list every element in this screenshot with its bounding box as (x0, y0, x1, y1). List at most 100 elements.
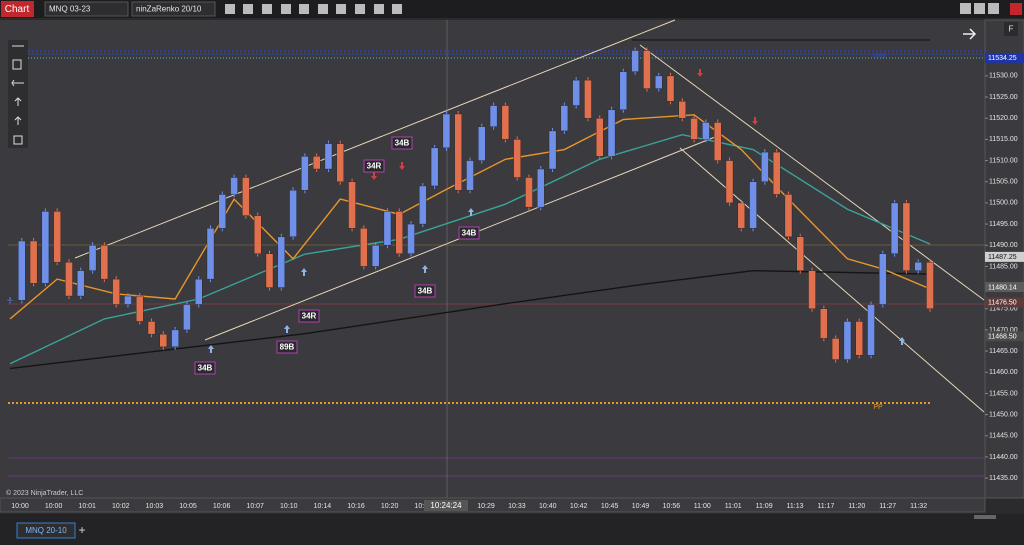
x-tick-label: 10:05 (179, 503, 197, 510)
candle-body (690, 118, 698, 140)
instrument-select[interactable] (44, 1, 129, 17)
icon[interactable] (262, 4, 272, 14)
plot-area (0, 20, 985, 498)
drawing-tools (8, 40, 28, 148)
x-tick-label: 10:20 (381, 503, 399, 510)
tool[interactable] (12, 59, 22, 70)
price-marker (985, 52, 1024, 63)
add-tab[interactable]: + (78, 523, 85, 537)
indicator-line (9, 134, 931, 365)
close-button[interactable] (1010, 3, 1022, 15)
window-button[interactable] (960, 3, 971, 14)
candle-body (890, 202, 899, 254)
up-arrow (422, 265, 428, 273)
candle-body (796, 236, 804, 271)
price-marker (985, 251, 1024, 262)
down-arrow (399, 162, 405, 170)
candle-body (324, 143, 333, 170)
icon[interactable] (318, 4, 328, 14)
x-tick-label: 10:33 (508, 503, 526, 510)
x-tick-label: 11:32 (910, 503, 927, 510)
candle-body (371, 245, 380, 267)
up-arrow (208, 345, 214, 353)
candle-body (218, 194, 227, 229)
x-tick-label: 11:00 (694, 503, 711, 510)
candle-body (419, 185, 427, 225)
candle-body (855, 321, 863, 356)
candle-body (867, 304, 875, 356)
candle-body (466, 160, 474, 191)
candle-body (171, 329, 179, 348)
candle-body (737, 202, 746, 229)
icon[interactable] (281, 4, 291, 14)
icon[interactable] (243, 4, 253, 14)
price-marker (985, 297, 1024, 308)
y-tick-label: 11490.00 (989, 242, 1018, 249)
candle-body (643, 50, 651, 89)
chart-tab[interactable] (1, 1, 34, 17)
icon[interactable] (374, 4, 384, 14)
up-arrow (468, 208, 474, 216)
candle-body (501, 105, 510, 140)
tool[interactable] (14, 116, 22, 125)
candle-body (183, 304, 191, 331)
candle-body (77, 270, 85, 297)
candle-body (666, 75, 675, 102)
icon[interactable] (225, 4, 235, 14)
candle-body (206, 228, 215, 280)
up-arrow (284, 325, 290, 333)
window-button[interactable] (988, 3, 999, 14)
icon[interactable] (355, 4, 365, 14)
candle-body (902, 202, 911, 271)
candle-body (513, 139, 521, 178)
scrollbar[interactable] (0, 514, 1024, 520)
y-tick-label: 11440.00 (989, 454, 1018, 461)
signal-arrows (208, 208, 905, 353)
candle-body (584, 79, 592, 119)
tab-label: MNQ 20-10 (25, 526, 67, 535)
tool[interactable] (11, 79, 24, 87)
y-tick-label: 11485.00 (989, 263, 1018, 270)
tool[interactable] (13, 135, 23, 145)
candle-body (478, 126, 486, 161)
scroll-thumb[interactable] (974, 515, 996, 519)
tool[interactable] (14, 97, 22, 106)
x-tick-label: 10:00 (45, 503, 63, 510)
candle-body (572, 79, 580, 106)
candle-body (454, 113, 462, 191)
icon[interactable] (392, 4, 402, 14)
bartype-select[interactable] (131, 1, 216, 17)
x-tick-label: 10:40 (539, 503, 557, 510)
icon[interactable] (299, 4, 309, 14)
candle-body (147, 321, 156, 335)
toolbar-icons (225, 3, 1022, 15)
candle-body (312, 156, 321, 170)
y-tick-label: 11520.00 (989, 115, 1018, 122)
window-button[interactable] (974, 3, 985, 14)
candle-body (194, 278, 203, 305)
candle-body (749, 181, 757, 229)
chart-tab[interactable] (16, 522, 76, 539)
chart-tab-label: Chart (5, 4, 30, 15)
panel-label: F (1009, 25, 1014, 34)
line-label: PP (873, 404, 883, 411)
channel-line (639, 44, 985, 301)
candle-body (265, 253, 274, 288)
down-arrow (371, 172, 377, 180)
icon[interactable] (336, 4, 346, 14)
scroll-arrow[interactable] (963, 28, 977, 40)
candle-body (713, 122, 722, 161)
panel-box[interactable] (1004, 22, 1018, 36)
price-marker (985, 281, 1024, 292)
up-arrow (301, 268, 307, 276)
down-arrow (697, 69, 703, 77)
x-tick-label: 10:56 (663, 503, 681, 510)
x-tick-label: 11:01 (725, 503, 742, 510)
candle-body (253, 215, 262, 254)
candle-body (29, 240, 38, 284)
candle-body (360, 228, 368, 267)
candle-body (784, 194, 793, 237)
x-tick-label: 10:07 (246, 503, 264, 510)
candle-body (772, 151, 781, 195)
